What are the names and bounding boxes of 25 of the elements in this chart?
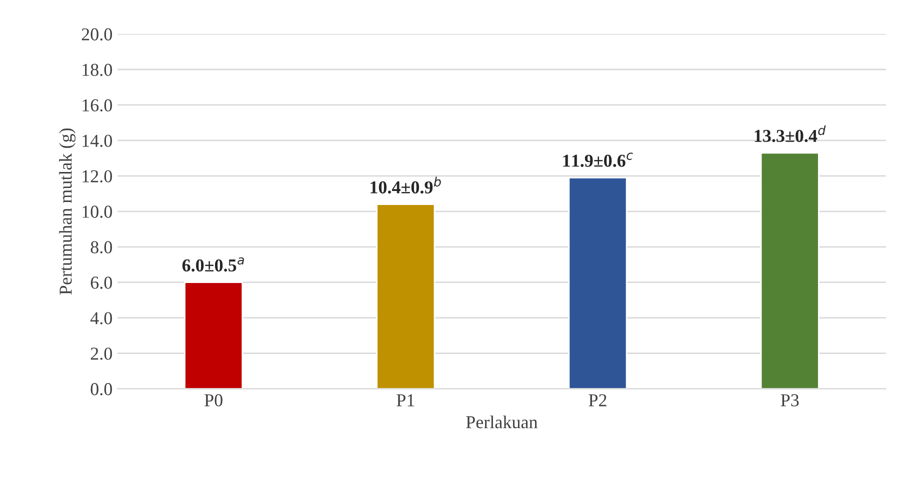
- y-tick-label: 6.0: [90, 276, 112, 289]
- y-tick-label: 12.0: [82, 170, 112, 182]
- data-label: 6.0±0.5$^{a}$: [182, 257, 244, 272]
- y-tick-label: 4.0: [90, 312, 112, 324]
- y-tick-label: 2.0: [90, 348, 112, 360]
- y-tick-label: 10.0: [82, 206, 112, 218]
- data-label: 13.3±0.4$^{d}$: [754, 125, 826, 142]
- x-tick-label: P2: [588, 394, 606, 406]
- y-tick-label: 20.0: [82, 28, 112, 41]
- data-label: 10.4±0.9$^{b}$: [370, 176, 441, 194]
- x-axis-title: Perlakuan: [466, 416, 538, 428]
- x-tick-label: P0: [204, 394, 222, 406]
- y-tick-label: 16.0: [82, 99, 112, 112]
- y-tick-label: 14.0: [82, 134, 112, 147]
- data-label: 11.9±0.6$^{c}$: [563, 152, 633, 167]
- bar: [760, 152, 820, 389]
- x-tick-label: P1: [396, 394, 414, 406]
- bar: [376, 204, 436, 389]
- y-tick-label: 0.0: [90, 383, 112, 396]
- y-tick-label: 8.0: [90, 241, 112, 254]
- y-tick-label: 18.0: [82, 64, 112, 76]
- y-axis-title: Pertumuhan mutlak (g): [59, 128, 76, 295]
- bar: [184, 282, 244, 389]
- x-tick-label: P3: [780, 394, 799, 406]
- bar: [568, 177, 628, 389]
